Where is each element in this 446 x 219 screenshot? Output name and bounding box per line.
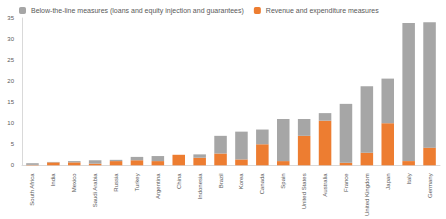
svg-text:Italy: Italy <box>406 173 412 184</box>
svg-text:Turkey: Turkey <box>134 173 140 191</box>
svg-text:10: 10 <box>7 120 14 126</box>
svg-text:Brazil: Brazil <box>218 173 224 188</box>
svg-text:5: 5 <box>11 141 15 147</box>
svg-text:Saudi Arabia: Saudi Arabia <box>92 173 98 208</box>
svg-text:20: 20 <box>7 78 14 84</box>
svg-text:South Africa: South Africa <box>29 173 35 206</box>
svg-text:0: 0 <box>11 162 15 168</box>
svg-text:China: China <box>176 173 182 189</box>
svg-text:France: France <box>343 173 349 192</box>
svg-text:Russia: Russia <box>113 173 119 192</box>
svg-text:United States: United States <box>301 173 307 209</box>
svg-text:United Kingdom: United Kingdom <box>364 173 370 216</box>
svg-text:Mexico: Mexico <box>71 173 77 193</box>
svg-text:Below-the-line measures (loans: Below-the-line measures (loans and equit… <box>31 7 244 15</box>
svg-text:Australia: Australia <box>322 173 328 197</box>
svg-text:35: 35 <box>7 15 14 21</box>
svg-text:Spain: Spain <box>280 173 286 188</box>
svg-text:Revenue and expenditure measur: Revenue and expenditure measures <box>266 7 379 15</box>
svg-text:Canada: Canada <box>259 173 265 195</box>
svg-text:Japan: Japan <box>385 173 391 189</box>
svg-text:India: India <box>50 173 56 187</box>
svg-text:Indonesia: Indonesia <box>197 173 203 200</box>
svg-text:Germany: Germany <box>427 173 433 198</box>
svg-text:30: 30 <box>7 36 14 42</box>
svg-text:15: 15 <box>7 99 14 105</box>
svg-text:Korea: Korea <box>238 173 244 190</box>
svg-text:25: 25 <box>7 57 14 63</box>
svg-text:Argentina: Argentina <box>155 173 161 199</box>
